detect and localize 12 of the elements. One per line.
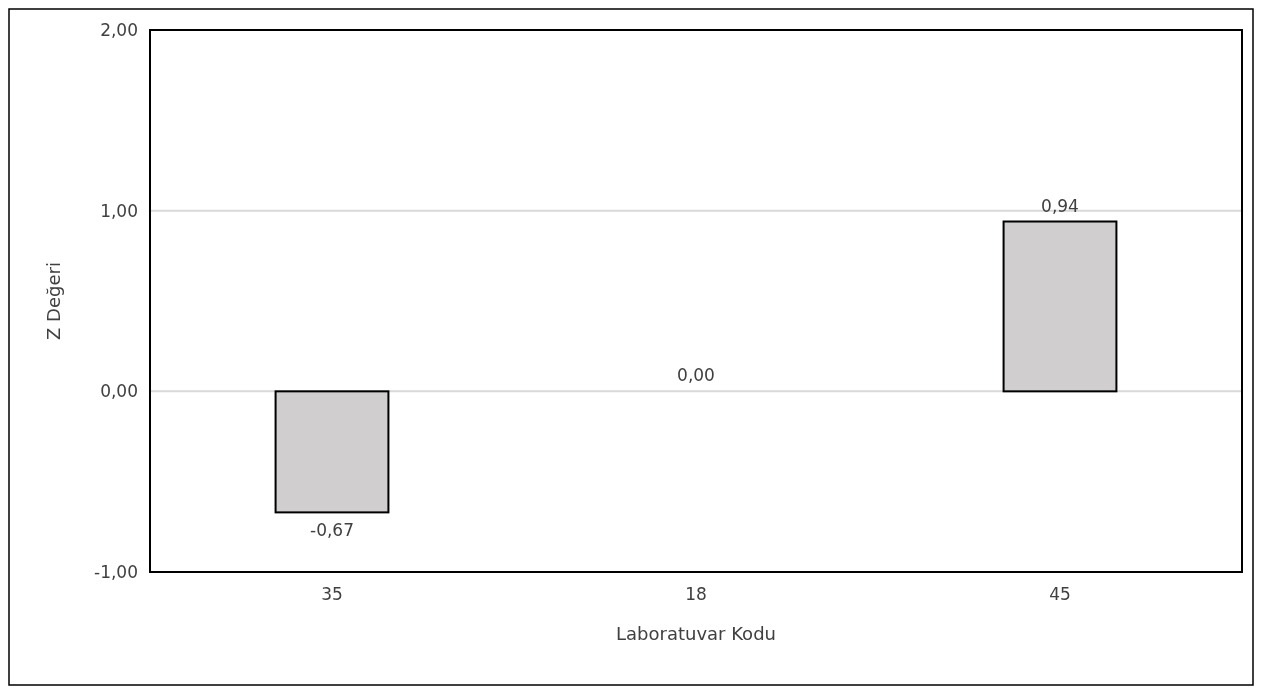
y-tick-label: -1,00 — [94, 561, 138, 582]
data-label: 0,00 — [677, 365, 715, 386]
x-tick-label: 35 — [321, 584, 343, 604]
x-tick-label: 45 — [1049, 584, 1071, 604]
y-tick-label: 0,00 — [100, 381, 138, 402]
x-tick-label: 18 — [685, 584, 707, 604]
y-tick-label: 1,00 — [100, 200, 138, 221]
y-axis-title: Z Değeri — [43, 262, 64, 340]
x-axis-title: Laboratuvar Kodu — [616, 623, 776, 644]
data-label: -0,67 — [310, 520, 354, 541]
y-tick-label: 2,00 — [100, 19, 138, 40]
data-label: 0,94 — [1041, 195, 1079, 216]
